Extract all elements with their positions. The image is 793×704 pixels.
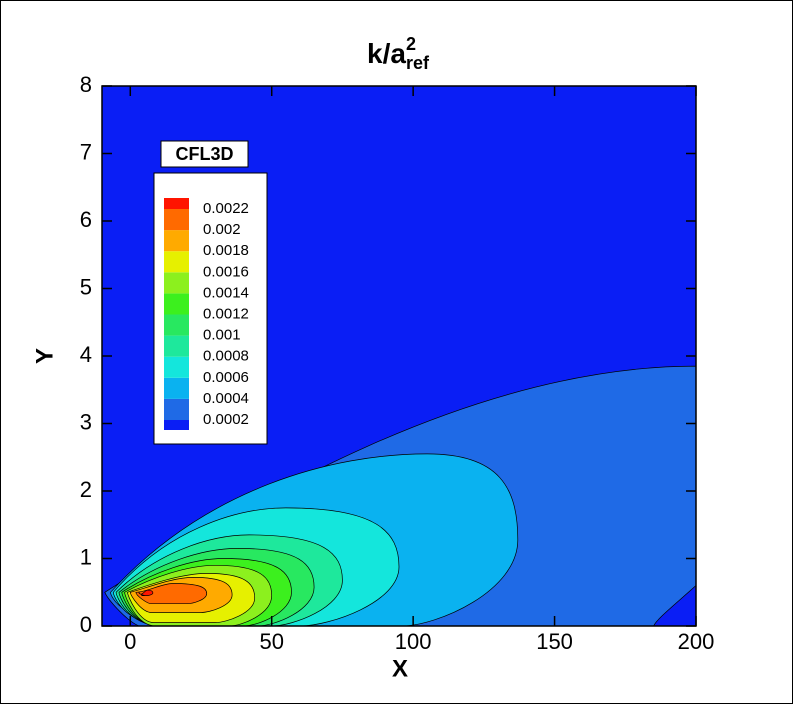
y-axis-label: Y bbox=[31, 348, 58, 364]
legend-label: 0.0012 bbox=[203, 305, 249, 322]
contour-region bbox=[138, 589, 154, 596]
legend-label: 0.0004 bbox=[203, 390, 249, 407]
y-tick-label: 1 bbox=[80, 544, 92, 569]
x-tick-label: 200 bbox=[678, 629, 715, 654]
y-tick-label: 6 bbox=[80, 207, 92, 232]
legend-swatch bbox=[164, 356, 189, 378]
legend-label: 0.0016 bbox=[203, 263, 249, 280]
title-sup: 2 bbox=[406, 34, 416, 54]
legend-swatch bbox=[164, 272, 189, 294]
y-tick-label: 5 bbox=[80, 274, 92, 299]
y-tick-label: 4 bbox=[80, 342, 92, 367]
x-tick-label: 50 bbox=[259, 629, 283, 654]
legend-swatch bbox=[164, 251, 189, 273]
legend-label: 0.001 bbox=[203, 327, 241, 344]
legend-label: 0.0008 bbox=[203, 348, 249, 365]
contour-region bbox=[135, 583, 208, 605]
x-axis-label: X bbox=[392, 655, 408, 682]
x-tick-label: 100 bbox=[395, 629, 432, 654]
legend-label: 0.0002 bbox=[203, 411, 249, 428]
legend-swatch bbox=[164, 198, 189, 209]
x-tick-label: 0 bbox=[124, 629, 136, 654]
legend-label: 0.0022 bbox=[203, 200, 249, 217]
y-tick-label: 2 bbox=[80, 477, 92, 502]
legend-title: CFL3D bbox=[176, 144, 234, 164]
y-tick-label: 8 bbox=[80, 72, 92, 97]
legend-swatch bbox=[164, 314, 189, 336]
title-sub: ref bbox=[406, 53, 430, 73]
legend-swatch bbox=[164, 209, 189, 231]
legend-swatch bbox=[164, 398, 189, 420]
legend-swatch bbox=[164, 420, 189, 430]
x-tick-label: 150 bbox=[536, 629, 573, 654]
legend-swatch bbox=[164, 377, 189, 399]
legend-swatch bbox=[164, 293, 189, 315]
legend-swatch bbox=[164, 335, 189, 357]
y-tick-label: 7 bbox=[80, 139, 92, 164]
legend-label: 0.0006 bbox=[203, 369, 249, 386]
legend-title-box bbox=[160, 140, 249, 168]
legend-label: 0.0018 bbox=[203, 242, 249, 259]
chart-title: k/a2 ref bbox=[367, 34, 430, 73]
title-base: k/a bbox=[367, 38, 406, 69]
y-tick-label: 3 bbox=[80, 409, 92, 434]
legend-label: 0.002 bbox=[203, 221, 241, 238]
y-tick-label: 0 bbox=[80, 612, 92, 637]
legend-label: 0.0014 bbox=[203, 284, 249, 301]
axes: 0 50 100 150 200 0 1 2 3 4 5 6 7 8 CFL3D 0.0002 0.0004 0.… bbox=[80, 72, 715, 654]
legend-swatch bbox=[164, 230, 189, 252]
